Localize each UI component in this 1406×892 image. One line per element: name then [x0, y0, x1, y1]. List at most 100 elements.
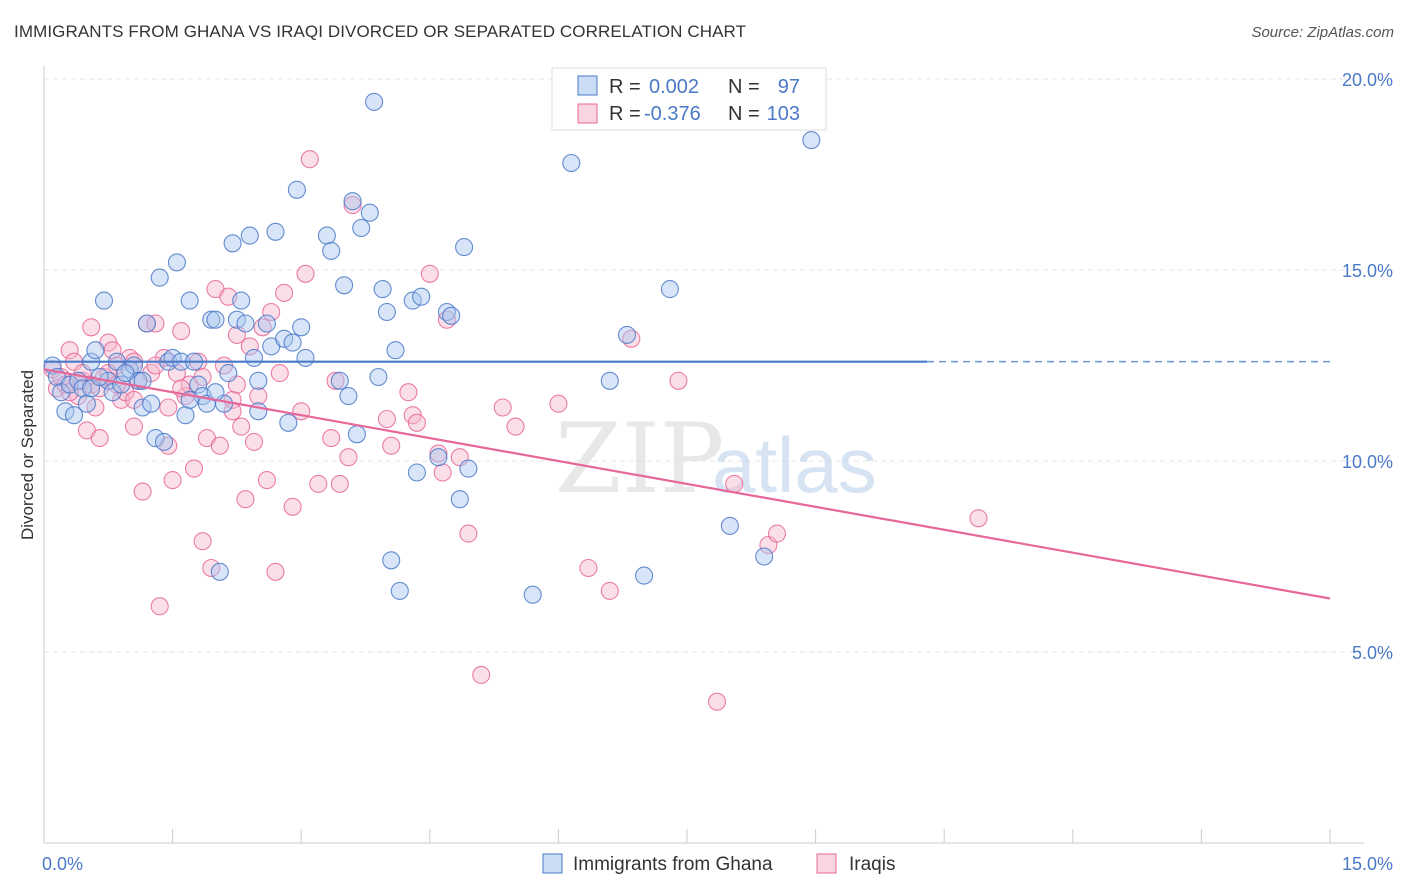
iraqis-point-51	[262, 302, 281, 322]
iraqis-point-30	[172, 322, 191, 341]
iraqis-point-74	[459, 524, 478, 543]
ghana-point-22	[146, 429, 165, 448]
ghana-point-54	[292, 318, 311, 337]
legend-box: R = 0.002 N = 97 R = -0.376 N = 103	[551, 67, 827, 131]
y-axis-tick-labels: 5.0% 10.0% 15.0% 20.0%	[1342, 70, 1393, 663]
bottom-legend-label-ghana: Immigrants from Ghana	[573, 854, 773, 875]
y-tick-label-20: 20.0%	[1342, 70, 1393, 90]
ghana-point-23	[150, 268, 169, 287]
ghana-point-24	[154, 432, 174, 451]
ghana-point-72	[403, 291, 422, 310]
ghana-point-30	[180, 291, 199, 310]
iraqis-point-10	[86, 398, 105, 417]
iraqis-point-52	[266, 562, 285, 581]
y-tick-label-15: 15.0%	[1342, 261, 1393, 281]
ghana-point-60	[339, 387, 358, 406]
ghana-point-70	[386, 341, 405, 360]
ghana-point-78	[450, 490, 469, 509]
series-ghana-points	[43, 92, 821, 604]
ghana-point-51	[279, 413, 298, 432]
source-label: Source: ZipAtlas.com	[1251, 24, 1394, 41]
legend-swatch-blue	[577, 75, 598, 96]
ghana-point-91	[90, 367, 109, 387]
iraqis-point-57	[300, 150, 319, 169]
ghana-point-62	[347, 425, 366, 444]
iraqis-point-98	[270, 364, 289, 383]
legend-r-value-1: 0.002	[649, 76, 699, 98]
ghana-point-3	[56, 402, 75, 421]
ghana-point-8	[77, 394, 96, 413]
y-axis-label: Divorced or Separated	[18, 370, 37, 540]
ghana-point-84	[617, 325, 637, 344]
ghana-point-73	[407, 463, 426, 482]
iraqis-point-35	[193, 532, 212, 551]
iraqis-point-83	[707, 692, 727, 711]
x-axis-ticks	[43, 829, 1331, 843]
ghana-point-36	[206, 310, 225, 329]
ghana-point-44	[240, 226, 259, 245]
legend-n-value-1: 97	[778, 76, 800, 98]
watermark-atlas: atlas	[712, 421, 877, 509]
ghana-point-50	[275, 329, 294, 348]
ghana-point-20	[137, 314, 156, 333]
ghana-point-82	[562, 153, 581, 173]
legend-n-label-1: N =	[728, 76, 760, 98]
ghana-point-77	[442, 306, 461, 325]
grid-lines	[44, 78, 1364, 653]
ghana-point-58	[330, 371, 349, 390]
ghana-point-35	[202, 310, 221, 329]
ghana-point-39	[219, 364, 238, 383]
ghana-point-19	[133, 398, 152, 417]
x-tick-label-min: 0.0%	[42, 854, 83, 874]
iraqis-point-33	[184, 459, 204, 478]
iraqis-point-86	[767, 524, 787, 543]
ghana-point-69	[382, 551, 401, 570]
iraqis-point-87	[969, 509, 988, 528]
ghana-point-87	[755, 547, 774, 566]
ghana-point-65	[365, 92, 384, 111]
iraqis-point-19	[124, 417, 144, 436]
bottom-legend: Immigrants from Ghana Iraqis	[542, 853, 895, 875]
iraqis-point-71	[433, 463, 452, 482]
bottom-legend-label-iraqis: Iraqis	[849, 854, 895, 875]
iraqis-point-21	[133, 482, 152, 501]
iraqis-point-48	[249, 387, 268, 406]
ghana-point-37	[210, 562, 229, 581]
ghana-point-80	[459, 459, 478, 478]
ghana-point-43	[236, 314, 255, 333]
watermark-zip: ZIP	[555, 403, 724, 515]
bottom-legend-swatch-iraqis	[816, 853, 837, 874]
iraqis-point-54	[283, 497, 302, 516]
ghana-point-71	[390, 581, 409, 600]
iraqis-point-84	[725, 474, 744, 493]
iraqis-point-4	[60, 341, 79, 360]
ghana-point-53	[287, 180, 306, 199]
iraqis-point-97	[159, 398, 178, 417]
iraqis-trend-line	[43, 368, 1331, 600]
iraqis-point-39	[210, 436, 229, 455]
ghana-point-66	[369, 367, 388, 387]
iraqis-point-75	[493, 398, 512, 417]
iraqis-point-50	[257, 471, 276, 490]
ghana-point-32	[189, 375, 208, 394]
ghana-point-45	[244, 348, 264, 367]
ghana-point-52	[283, 333, 302, 352]
ghana-point-46	[249, 371, 268, 390]
ghana-point-42	[232, 291, 251, 310]
ghana-point-83	[600, 371, 619, 390]
ghana-point-68	[377, 302, 396, 322]
x-tick-label-max: 15.0%	[1342, 854, 1393, 874]
bottom-legend-swatch-ghana	[542, 853, 563, 874]
ghana-point-29	[176, 406, 195, 425]
iraqis-point-68	[407, 413, 426, 432]
iraqis-point-46	[240, 337, 259, 356]
legend-n-label-2: N =	[728, 103, 760, 125]
ghana-point-89	[635, 566, 654, 585]
iraqis-point-37	[202, 558, 221, 578]
ghana-point-79	[455, 238, 474, 257]
ghana-point-11	[94, 291, 114, 310]
ghana-point-10	[86, 341, 105, 360]
iraqis-point-61	[330, 474, 349, 493]
iraqis-point-45	[236, 490, 255, 509]
